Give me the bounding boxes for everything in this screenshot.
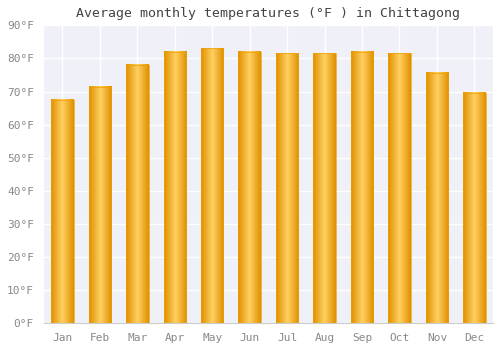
- Title: Average monthly temperatures (°F ) in Chittagong: Average monthly temperatures (°F ) in Ch…: [76, 7, 460, 20]
- Bar: [51, 100, 74, 323]
- Bar: [314, 54, 336, 323]
- Bar: [164, 52, 186, 323]
- Bar: [388, 54, 410, 323]
- Bar: [350, 52, 373, 323]
- Bar: [126, 65, 148, 323]
- Bar: [88, 86, 111, 323]
- Bar: [201, 48, 224, 323]
- Bar: [276, 54, 298, 323]
- Bar: [426, 73, 448, 323]
- Bar: [238, 52, 261, 323]
- Bar: [463, 93, 485, 323]
